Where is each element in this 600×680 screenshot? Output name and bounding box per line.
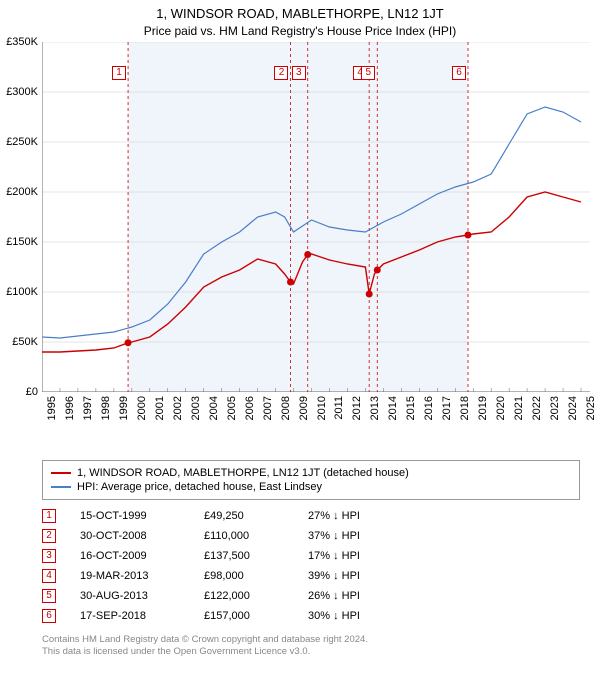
transaction-pct: 17% ↓ HPI	[308, 550, 408, 562]
transaction-date: 17-SEP-2018	[80, 610, 180, 622]
x-tick-label: 2003	[190, 396, 202, 420]
y-tick-label: £250K	[6, 136, 38, 148]
x-tick-label: 2004	[208, 396, 220, 420]
x-tick-label: 2009	[298, 396, 310, 420]
y-tick-label: £300K	[6, 86, 38, 98]
transaction-row: 3 16-OCT-2009 £137,500 17% ↓ HPI	[42, 546, 580, 566]
transaction-pct: 37% ↓ HPI	[308, 530, 408, 542]
sale-marker-1: 1	[112, 66, 126, 80]
transaction-pct: 27% ↓ HPI	[308, 510, 408, 522]
legend-item: HPI: Average price, detached house, East…	[51, 480, 571, 494]
chart-plot: 123456	[42, 42, 590, 392]
x-tick-label: 2005	[226, 396, 238, 420]
x-tick-label: 1995	[46, 396, 58, 420]
legend-item: 1, WINDSOR ROAD, MABLETHORPE, LN12 1JT (…	[51, 466, 571, 480]
transaction-price: £110,000	[204, 530, 284, 542]
transaction-price: £137,500	[204, 550, 284, 562]
legend-label: HPI: Average price, detached house, East…	[77, 481, 322, 493]
transaction-price: £98,000	[204, 570, 284, 582]
x-tick-label: 2011	[333, 396, 345, 420]
x-tick-label: 2000	[136, 396, 148, 420]
chart-area: £0£50K£100K£150K£200K£250K£300K£350K 123…	[0, 42, 600, 422]
sale-marker-3: 3	[292, 66, 306, 80]
x-tick-label: 2014	[387, 396, 399, 420]
transaction-pct: 26% ↓ HPI	[308, 590, 408, 602]
transaction-row: 4 19-MAR-2013 £98,000 39% ↓ HPI	[42, 566, 580, 586]
page-title: 1, WINDSOR ROAD, MABLETHORPE, LN12 1JT	[0, 0, 600, 21]
x-tick-label: 2010	[316, 396, 328, 420]
page-subtitle: Price paid vs. HM Land Registry's House …	[0, 21, 600, 42]
y-tick-label: £150K	[6, 236, 38, 248]
y-tick-label: £350K	[6, 36, 38, 48]
sale-marker-5: 5	[361, 66, 375, 80]
transaction-number-box: 3	[42, 549, 56, 563]
transaction-number-box: 1	[42, 509, 56, 523]
transaction-price: £122,000	[204, 590, 284, 602]
x-tick-label: 2019	[477, 396, 489, 420]
x-tick-label: 2013	[369, 396, 381, 420]
y-tick-label: £0	[26, 386, 38, 398]
x-tick-label: 2023	[549, 396, 561, 420]
footer-line-1: Contains HM Land Registry data © Crown c…	[42, 634, 580, 646]
x-tick-label: 2018	[459, 396, 471, 420]
x-tick-label: 2002	[172, 396, 184, 420]
sale-marker-6: 6	[452, 66, 466, 80]
legend-swatch	[51, 486, 71, 488]
x-tick-label: 2022	[531, 396, 543, 420]
footer-line-2: This data is licensed under the Open Gov…	[42, 646, 580, 658]
footer-attribution: Contains HM Land Registry data © Crown c…	[42, 634, 580, 659]
chart-svg	[42, 42, 590, 392]
transaction-date: 19-MAR-2013	[80, 570, 180, 582]
transaction-price: £157,000	[204, 610, 284, 622]
transaction-row: 2 30-OCT-2008 £110,000 37% ↓ HPI	[42, 526, 580, 546]
x-tick-label: 2025	[585, 396, 597, 420]
legend: 1, WINDSOR ROAD, MABLETHORPE, LN12 1JT (…	[42, 460, 580, 500]
y-tick-label: £200K	[6, 186, 38, 198]
x-tick-label: 2012	[351, 396, 363, 420]
x-tick-label: 2015	[405, 396, 417, 420]
transaction-number-box: 2	[42, 529, 56, 543]
legend-swatch	[51, 472, 71, 474]
transaction-number-box: 5	[42, 589, 56, 603]
x-tick-label: 2001	[154, 396, 166, 420]
transactions-table: 1 15-OCT-1999 £49,250 27% ↓ HPI 2 30-OCT-2008…	[42, 506, 580, 626]
transaction-price: £49,250	[204, 510, 284, 522]
transaction-row: 5 30-AUG-2013 £122,000 26% ↓ HPI	[42, 586, 580, 606]
x-tick-label: 1999	[118, 396, 130, 420]
sale-marker-2: 2	[274, 66, 288, 80]
transaction-date: 16-OCT-2009	[80, 550, 180, 562]
legend-label: 1, WINDSOR ROAD, MABLETHORPE, LN12 1JT (…	[77, 467, 409, 479]
x-tick-label: 2008	[280, 396, 292, 420]
x-tick-label: 1996	[64, 396, 76, 420]
x-tick-label: 2020	[495, 396, 507, 420]
transaction-pct: 39% ↓ HPI	[308, 570, 408, 582]
transaction-row: 6 17-SEP-2018 £157,000 30% ↓ HPI	[42, 606, 580, 626]
x-tick-label: 2021	[513, 396, 525, 420]
x-tick-label: 2007	[262, 396, 274, 420]
transaction-number-box: 4	[42, 569, 56, 583]
transaction-number-box: 6	[42, 609, 56, 623]
x-tick-label: 2006	[244, 396, 256, 420]
transaction-row: 1 15-OCT-1999 £49,250 27% ↓ HPI	[42, 506, 580, 526]
transaction-date: 30-OCT-2008	[80, 530, 180, 542]
y-tick-label: £50K	[12, 336, 38, 348]
x-tick-label: 1998	[100, 396, 112, 420]
x-tick-label: 1997	[82, 396, 94, 420]
transaction-date: 30-AUG-2013	[80, 590, 180, 602]
x-tick-label: 2016	[423, 396, 435, 420]
x-tick-label: 2017	[441, 396, 453, 420]
y-tick-label: £100K	[6, 286, 38, 298]
x-tick-label: 2024	[567, 396, 579, 420]
transaction-date: 15-OCT-1999	[80, 510, 180, 522]
transaction-pct: 30% ↓ HPI	[308, 610, 408, 622]
